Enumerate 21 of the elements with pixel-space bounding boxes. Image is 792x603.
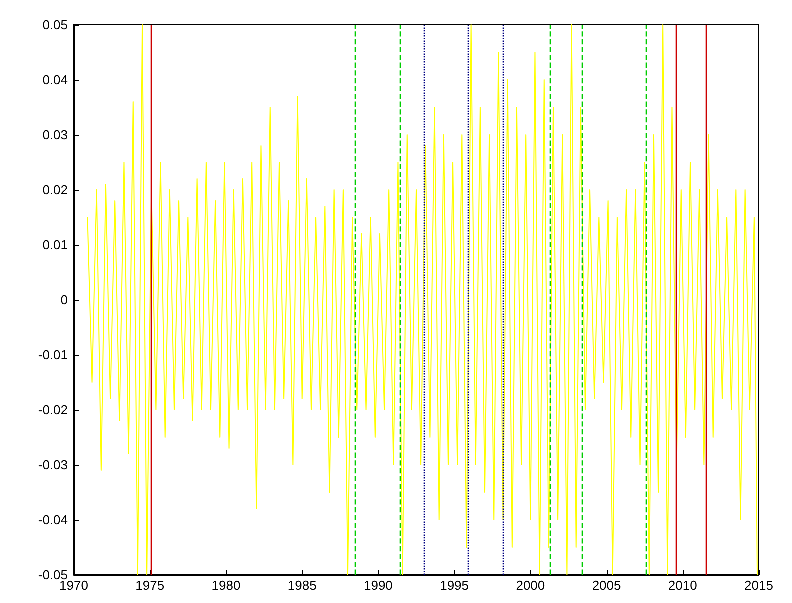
y-tick-label: -0.01 xyxy=(38,348,68,362)
y-tick-label: -0.02 xyxy=(38,402,68,418)
x-tick-label: 1975 xyxy=(136,578,165,593)
x-tick-label: 1995 xyxy=(440,578,470,593)
x-tick-label: 1980 xyxy=(212,578,241,593)
x-tick-label: 2010 xyxy=(668,578,698,593)
x-tick-label: 2005 xyxy=(592,578,622,593)
y-tick-label: -0.04 xyxy=(38,512,68,528)
x-tick-label: 1990 xyxy=(364,578,393,593)
y-tick-label: -0.03 xyxy=(38,458,68,472)
y-tick-label: 0.01 xyxy=(42,238,68,252)
x-tick-label: 2000 xyxy=(516,578,546,593)
x-tick-label: 2015 xyxy=(744,578,774,593)
y-tick-label: 0.04 xyxy=(42,72,68,88)
y-tick-label: 0.05 xyxy=(42,18,68,32)
x-tick-label: 1985 xyxy=(288,578,317,593)
line-series xyxy=(87,24,758,576)
y-tick-label: 0.02 xyxy=(42,182,68,198)
y-tick-label: 0.03 xyxy=(42,128,68,142)
y-tick-label: -0.05 xyxy=(38,568,68,582)
y-tick-label: 0 xyxy=(60,292,68,308)
